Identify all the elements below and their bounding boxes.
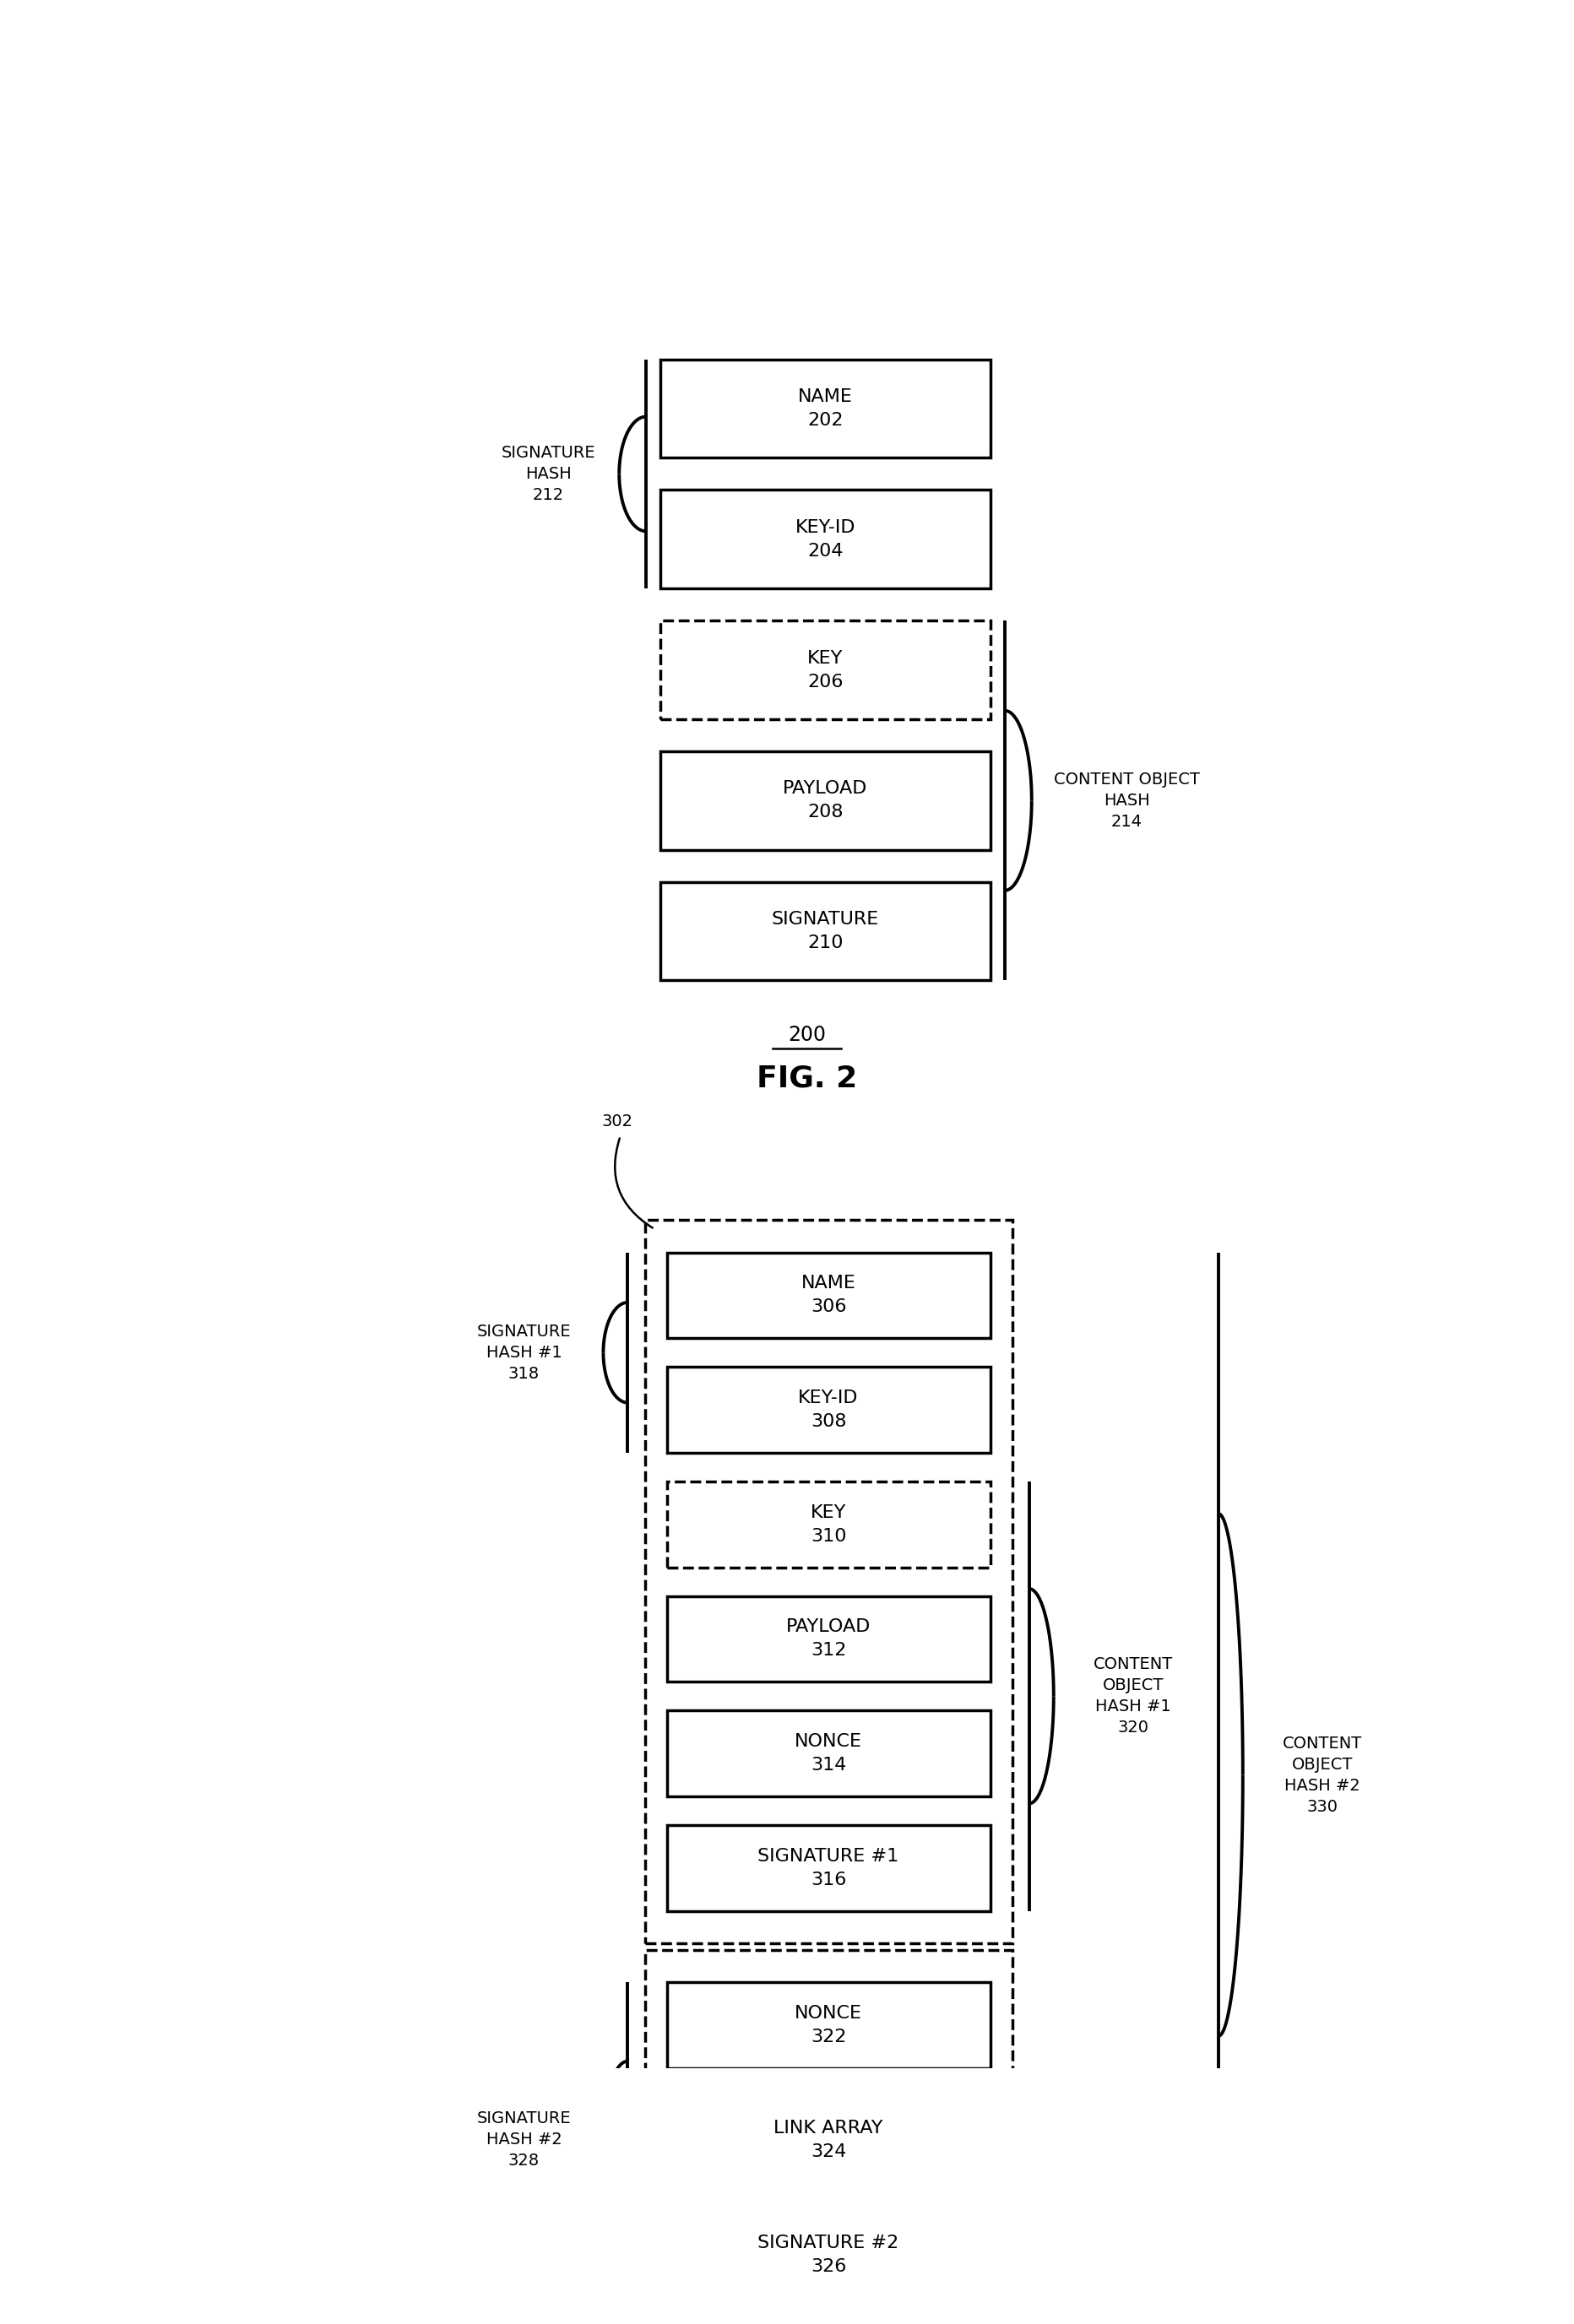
Text: CONTENT
OBJECT
HASH #1
320: CONTENT OBJECT HASH #1 320 [1092, 1657, 1173, 1736]
Text: SIGNATURE
HASH
212: SIGNATURE HASH 212 [501, 444, 595, 502]
FancyBboxPatch shape [666, 1824, 990, 1910]
FancyBboxPatch shape [666, 1710, 990, 1796]
Text: NONCE
322: NONCE 322 [795, 2006, 863, 2045]
Text: KEY
310: KEY 310 [811, 1504, 845, 1545]
Text: KEY-ID
204: KEY-ID 204 [795, 518, 855, 560]
FancyBboxPatch shape [666, 1480, 990, 1566]
Text: PAYLOAD
208: PAYLOAD 208 [782, 781, 867, 820]
Text: SIGNATURE
210: SIGNATURE 210 [771, 911, 878, 951]
FancyBboxPatch shape [661, 490, 990, 588]
Text: SIGNATURE #2
326: SIGNATURE #2 326 [757, 2233, 899, 2275]
FancyBboxPatch shape [666, 1982, 990, 2068]
FancyBboxPatch shape [666, 1367, 990, 1452]
Text: KEY-ID
308: KEY-ID 308 [798, 1390, 858, 1429]
Text: NONCE
314: NONCE 314 [795, 1734, 863, 1773]
FancyBboxPatch shape [666, 2212, 990, 2298]
Text: NAME
306: NAME 306 [801, 1276, 855, 1315]
Text: CONTENT OBJECT
HASH
214: CONTENT OBJECT HASH 214 [1053, 772, 1199, 830]
Text: SIGNATURE
HASH #2
328: SIGNATURE HASH #2 328 [477, 2110, 571, 2168]
FancyBboxPatch shape [666, 1597, 990, 1683]
Text: KEY
206: KEY 206 [807, 651, 844, 690]
Text: LINK ARRAY
324: LINK ARRAY 324 [773, 2119, 883, 2161]
Text: CONTENT
OBJECT
HASH #2
330: CONTENT OBJECT HASH #2 330 [1281, 1736, 1362, 1815]
Text: 200: 200 [787, 1025, 826, 1046]
FancyBboxPatch shape [666, 2096, 990, 2182]
FancyBboxPatch shape [661, 621, 990, 718]
FancyBboxPatch shape [666, 1253, 990, 1339]
FancyBboxPatch shape [661, 881, 990, 981]
Text: 302: 302 [601, 1113, 633, 1129]
FancyBboxPatch shape [661, 360, 990, 458]
Text: PAYLOAD
312: PAYLOAD 312 [785, 1618, 870, 1659]
Text: SIGNATURE #1
316: SIGNATURE #1 316 [757, 1848, 899, 1887]
Text: NAME
202: NAME 202 [798, 388, 853, 430]
Text: FIG. 2: FIG. 2 [757, 1064, 856, 1092]
FancyBboxPatch shape [661, 751, 990, 851]
Text: SIGNATURE
HASH #1
318: SIGNATURE HASH #1 318 [477, 1322, 571, 1383]
